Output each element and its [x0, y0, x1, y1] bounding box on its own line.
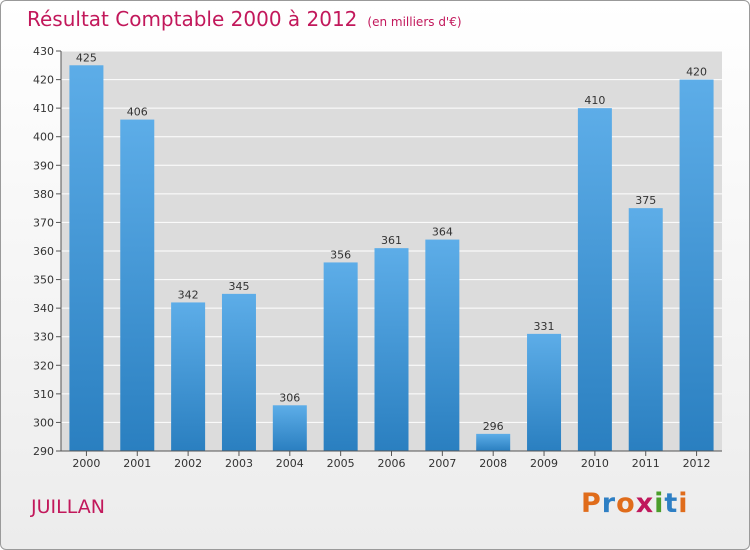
- x-tick-label: 2002: [174, 457, 202, 470]
- y-tick-label: 320: [33, 359, 54, 372]
- bar-value-label: 425: [76, 51, 97, 64]
- y-tick-label: 350: [33, 274, 54, 287]
- logo-letter: o: [616, 488, 636, 519]
- logo-letter: i: [654, 488, 665, 519]
- y-tick-label: 360: [33, 245, 54, 258]
- bar: [527, 333, 562, 451]
- chart-title-text: Résultat Comptable 2000 à 2012: [27, 7, 358, 31]
- y-tick-label: 430: [33, 45, 54, 58]
- bar-value-label: 375: [635, 194, 656, 207]
- chart-title: Résultat Comptable 2000 à 2012 (en millie…: [27, 7, 462, 31]
- proxiti-logo: Proxiti: [581, 488, 689, 519]
- bar-value-label: 306: [279, 391, 300, 404]
- bar-value-label: 361: [381, 234, 402, 247]
- y-axis: 290 300 310 320 330 340 350 360 370 380 390 400 410 4…: [33, 45, 62, 458]
- y-tick-label: 410: [33, 102, 54, 115]
- bar-value-label: 296: [483, 420, 504, 433]
- x-tick-label: 2005: [327, 457, 355, 470]
- bar-value-label: 356: [330, 248, 351, 261]
- logo-letter: P: [581, 488, 602, 519]
- bars: [69, 65, 714, 452]
- commune-name: JUILLAN: [31, 496, 105, 518]
- y-tick-label: 300: [33, 416, 54, 429]
- x-tick-label: 2006: [378, 457, 406, 470]
- y-tick-label: 420: [33, 74, 54, 87]
- bar: [221, 293, 256, 451]
- y-tick-label: 340: [33, 302, 54, 315]
- bar-value-label: 342: [178, 288, 199, 301]
- x-tick-label: 2011: [632, 457, 660, 470]
- bar: [120, 119, 155, 452]
- bar: [272, 405, 307, 451]
- bar: [425, 239, 460, 451]
- y-tick-label: 370: [33, 216, 54, 229]
- logo-letter: t: [664, 488, 679, 519]
- y-tick-label: 390: [33, 159, 54, 172]
- x-tick-label: 2007: [428, 457, 456, 470]
- x-tick-label: 2001: [123, 457, 151, 470]
- bar: [69, 65, 104, 452]
- bar-value-label: 364: [432, 226, 453, 239]
- y-tick-label: 310: [33, 388, 54, 401]
- logo-letter: x: [635, 488, 655, 519]
- bar: [476, 433, 511, 451]
- bar: [577, 108, 612, 452]
- bar-value-label: 331: [534, 320, 555, 333]
- bar-value-label: 345: [228, 280, 249, 293]
- y-tick-label: 380: [33, 188, 54, 201]
- bar: [171, 302, 206, 451]
- bar: [374, 248, 409, 451]
- x-axis: 2000 2001 2002 2003 2004 2005 2006 2007 2008 2009…: [61, 450, 722, 470]
- x-tick-label: 2004: [276, 457, 304, 470]
- chart-unit-text: (en milliers d'€): [367, 15, 462, 29]
- bar: [323, 262, 358, 451]
- bar-value-label: 410: [584, 94, 605, 107]
- logo-letter: r: [601, 488, 617, 519]
- logo-letter: i: [678, 488, 689, 519]
- x-tick-label: 2003: [225, 457, 253, 470]
- bar-value-label: 420: [686, 66, 707, 79]
- x-tick-label: 2008: [479, 457, 507, 470]
- bar: [628, 208, 663, 451]
- bar-value-label: 406: [127, 106, 148, 119]
- y-tick-label: 400: [33, 131, 54, 144]
- bar: [679, 79, 714, 452]
- y-tick-label: 330: [33, 331, 54, 344]
- x-tick-label: 2000: [72, 457, 100, 470]
- y-tick-label: 290: [33, 445, 54, 458]
- x-tick-label: 2012: [683, 457, 711, 470]
- bar-value-labels: 425 406 342 345 306 356 361 364 296 331 410 375 420: [76, 51, 707, 433]
- x-tick-label: 2010: [581, 457, 609, 470]
- x-tick-label: 2009: [530, 457, 558, 470]
